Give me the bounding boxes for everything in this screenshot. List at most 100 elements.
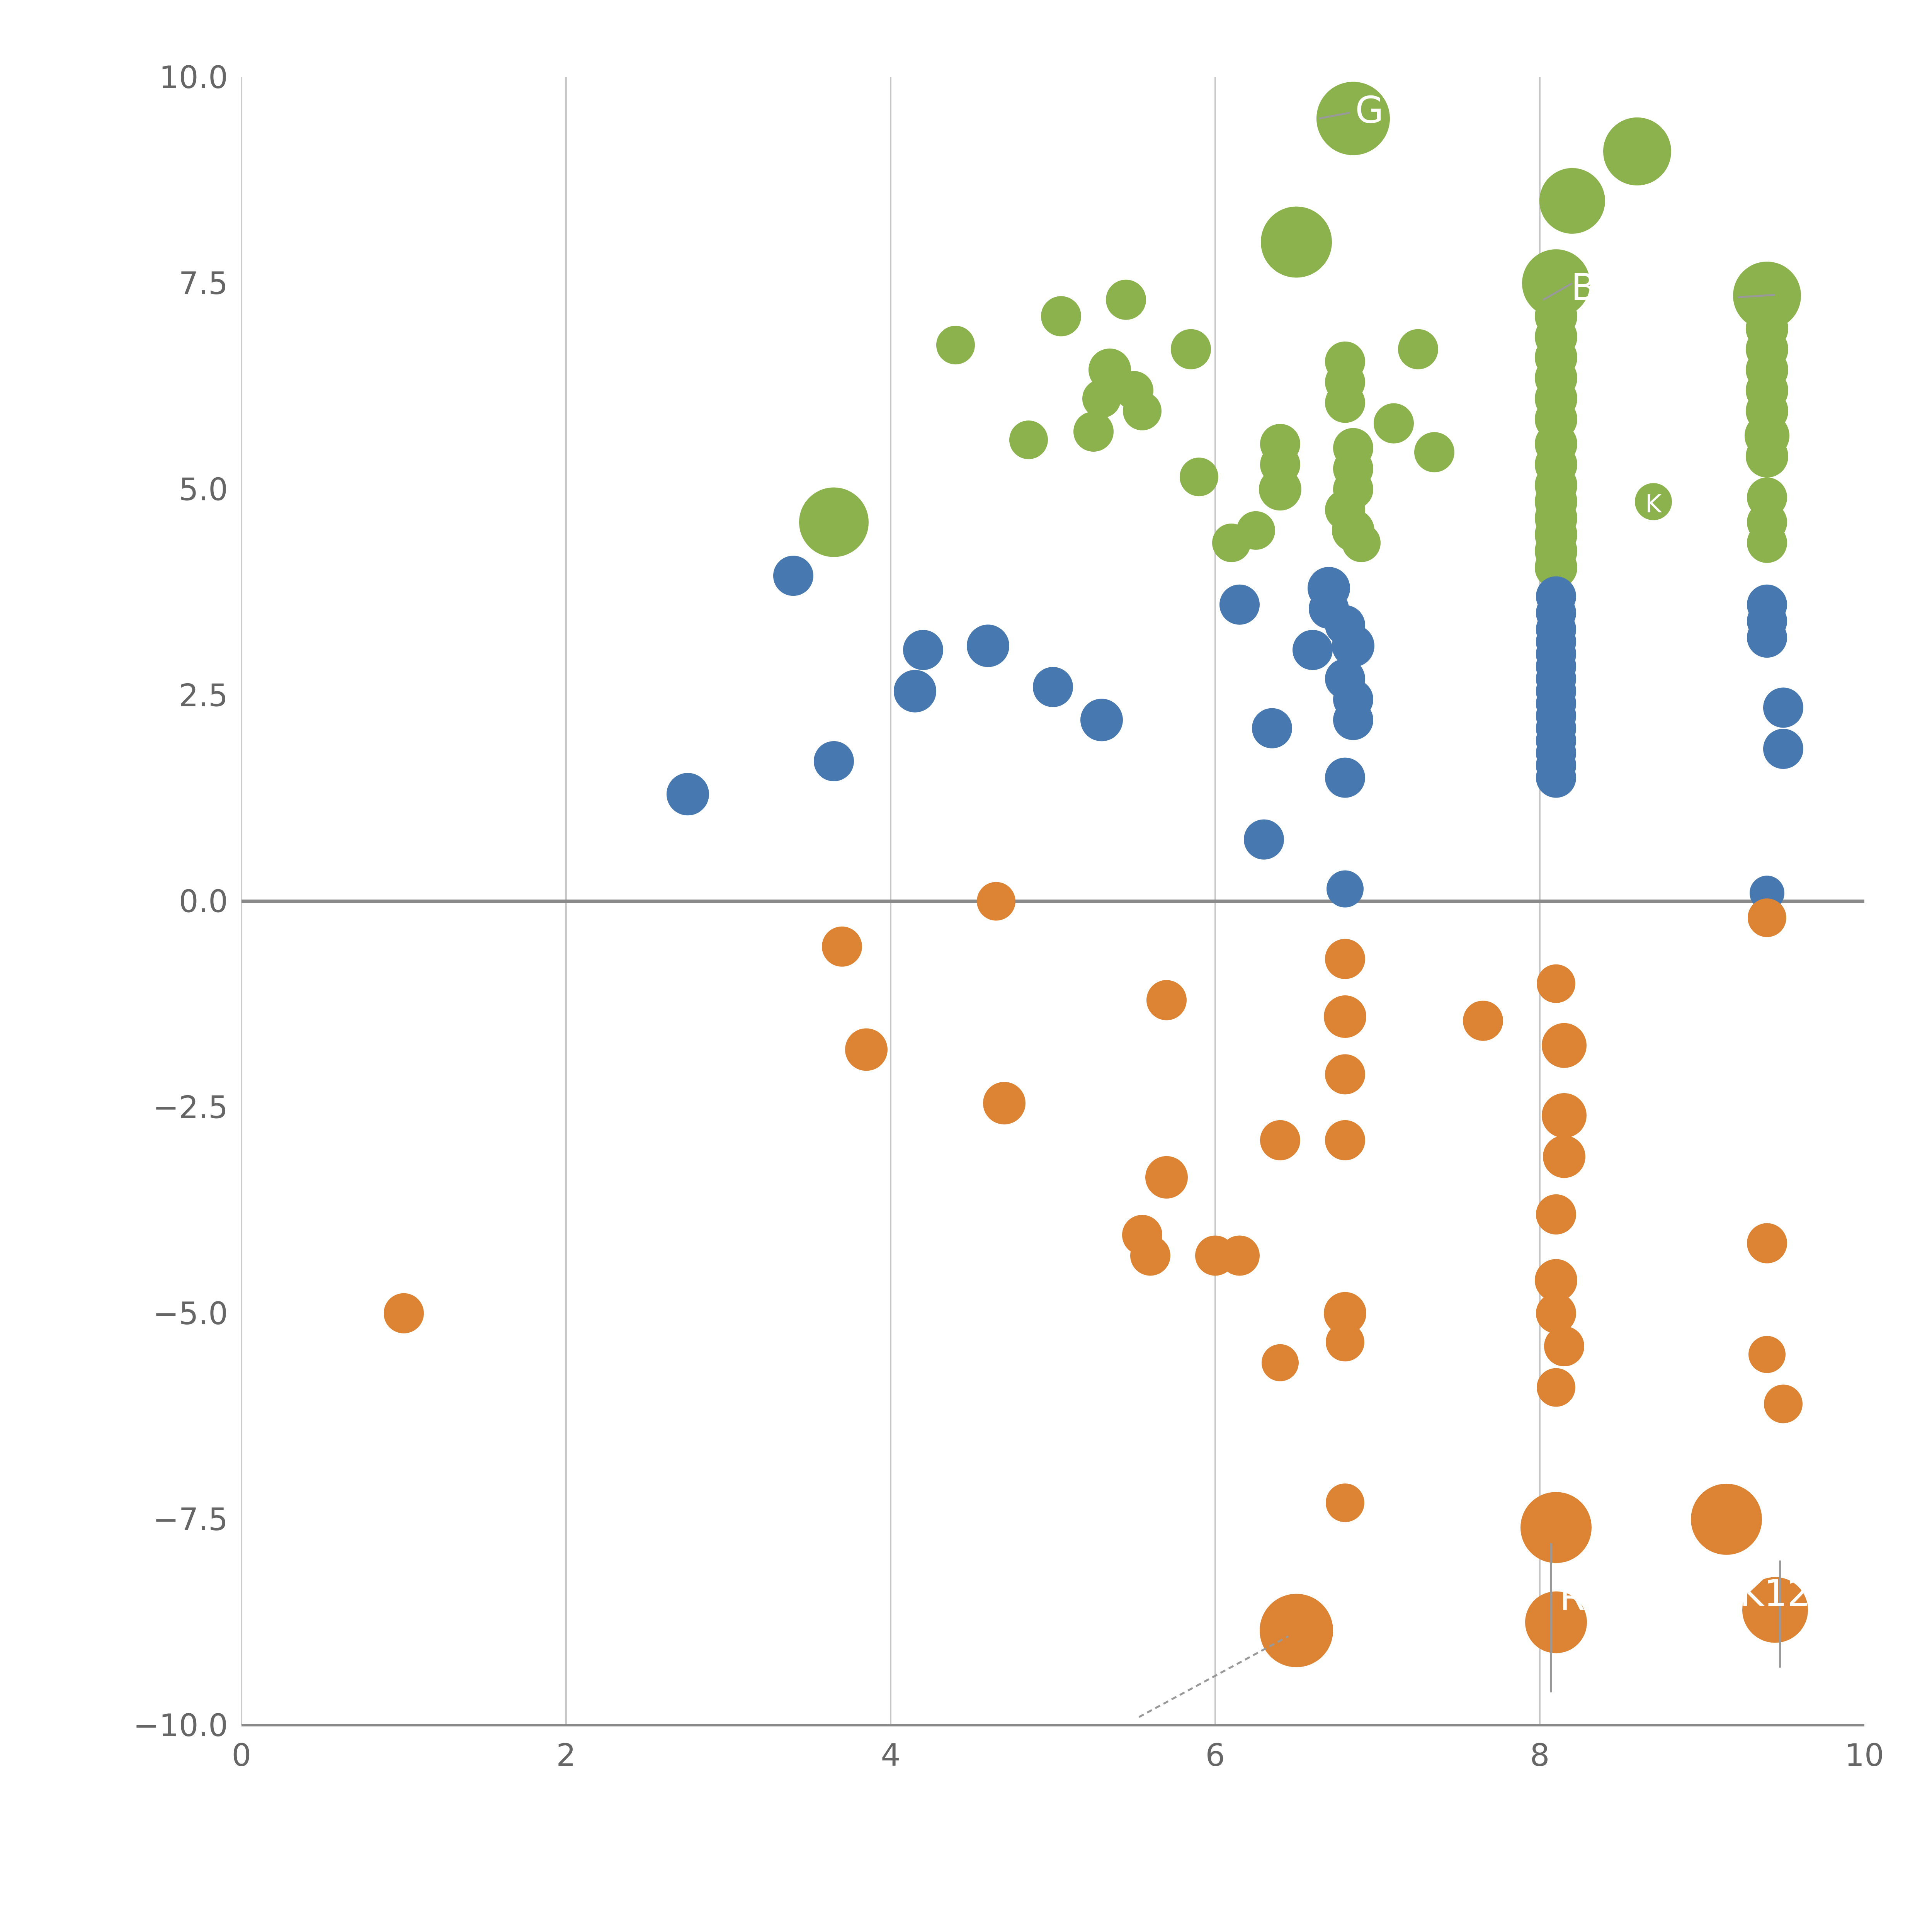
y-tick-label: 7.5 [179, 265, 228, 301]
green-bubble [1073, 411, 1114, 452]
y-tick-label: 5.0 [179, 471, 228, 507]
leader-line [1543, 282, 1573, 301]
orange-bubble [1260, 1594, 1333, 1667]
orange-bubble [1525, 1591, 1587, 1653]
orange-bubble [1325, 939, 1365, 979]
leader-line [1319, 112, 1350, 120]
bubble-label: R [1560, 1576, 1585, 1619]
orange-bubble [1260, 1120, 1300, 1160]
blue-bubble [1536, 757, 1576, 798]
bubble-label: G [1355, 89, 1384, 131]
blue-bubble [1252, 708, 1292, 748]
orange-bubble [1544, 1326, 1584, 1367]
orange-bubble [1145, 1156, 1188, 1199]
y-tick-label: 0.0 [179, 884, 228, 920]
green-bubble [1009, 420, 1048, 459]
leader-line [1738, 294, 1776, 298]
blue-bubble [1325, 757, 1365, 798]
orange-bubble [1262, 1344, 1299, 1381]
orange-bubble [1535, 1259, 1577, 1302]
orange-bubble [1748, 898, 1786, 937]
orange-bubble [1537, 964, 1575, 1003]
orange-bubble [1742, 1577, 1808, 1643]
blue-bubble [1763, 687, 1803, 728]
blue-bubble [1080, 699, 1123, 742]
orange-bubble [822, 926, 862, 967]
green-bubble [1259, 468, 1301, 511]
green-bubble [799, 487, 869, 557]
blue-bubble [1332, 624, 1374, 667]
orange-bubble [1146, 980, 1187, 1020]
blue-bubble [903, 630, 943, 670]
orange-bubble [1324, 995, 1366, 1038]
green-bubble [1342, 523, 1381, 562]
green-bubble [1041, 296, 1081, 337]
orange-bubble [1536, 1293, 1576, 1333]
leader-line [1138, 1635, 1289, 1718]
green-bubble [1539, 168, 1605, 234]
orange-bubble [1543, 1135, 1585, 1178]
green-bubble [1082, 379, 1121, 418]
blue-bubble [1327, 870, 1364, 908]
green-bubble [936, 326, 975, 365]
bubble-label: K [1645, 490, 1662, 519]
orange-bubble [1326, 1323, 1364, 1362]
y-tick-label: 2.5 [179, 677, 228, 713]
blue-bubble [773, 556, 813, 596]
green-bubble [1535, 546, 1577, 589]
orange-bubble [1325, 1120, 1365, 1160]
x-tick-label: 2 [556, 1737, 576, 1773]
bubble-label: K12 [1740, 1572, 1810, 1615]
green-bubble [1123, 391, 1162, 430]
blue-bubble [1333, 700, 1373, 740]
x-tick-label: 4 [881, 1737, 901, 1773]
green-bubble [1747, 522, 1787, 563]
green-bubble [1180, 457, 1218, 497]
green-bubble [1603, 117, 1671, 185]
y-tick-label: −10.0 [133, 1708, 228, 1743]
blue-bubble [1219, 584, 1260, 625]
blue-bubble [814, 741, 854, 781]
green-bubble [1635, 483, 1672, 520]
orange-bubble [1536, 1194, 1576, 1235]
y-tick-label: 10.0 [159, 60, 228, 95]
orange-bubble [1764, 1384, 1803, 1423]
orange-bubble [983, 1082, 1026, 1124]
blue-bubble [967, 624, 1009, 667]
green-bubble [1522, 249, 1590, 318]
green-bubble [1746, 435, 1788, 478]
blue-bubble [1244, 819, 1284, 860]
orange-bubble [1537, 1368, 1575, 1407]
x-tick-label: 10 [1845, 1737, 1884, 1773]
x-tick-label: 8 [1530, 1737, 1550, 1773]
y-tick-label: −5.0 [153, 1296, 228, 1332]
orange-bubble [1542, 1093, 1587, 1138]
green-bubble [1106, 279, 1146, 320]
green-bubble [1414, 432, 1454, 473]
orange-bubble [1324, 1292, 1366, 1335]
orange-bubble [1130, 1235, 1170, 1276]
orange-bubble [1747, 1223, 1787, 1264]
blue-bubble [894, 670, 936, 713]
blue-bubble [1293, 630, 1333, 670]
green-bubble [1398, 329, 1438, 369]
green-bubble [1212, 523, 1251, 562]
orange-bubble [1219, 1235, 1260, 1276]
orange-bubble [384, 1293, 424, 1333]
blue-bubble [1747, 617, 1787, 658]
blue-bubble [1763, 728, 1803, 769]
y-tick-label: −2.5 [153, 1090, 228, 1126]
green-bubble [1325, 383, 1365, 423]
orange-bubble [1748, 1336, 1786, 1373]
orange-bubble [1520, 1492, 1592, 1563]
blue-bubble [1033, 667, 1073, 707]
green-bubble [1171, 329, 1211, 369]
orange-bubble [1542, 1023, 1587, 1068]
green-bubble [1374, 403, 1414, 444]
orange-bubble [845, 1028, 888, 1071]
bubble-label: B [1571, 266, 1596, 309]
blue-bubble [667, 773, 709, 816]
orange-bubble [1325, 1054, 1365, 1095]
